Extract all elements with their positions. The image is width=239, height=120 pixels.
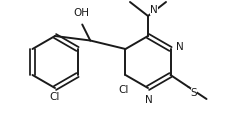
Text: Cl: Cl xyxy=(50,92,60,102)
Text: N: N xyxy=(150,5,158,15)
Text: Cl: Cl xyxy=(118,85,129,95)
Text: N: N xyxy=(175,42,183,52)
Text: OH: OH xyxy=(73,7,89,18)
Text: N: N xyxy=(145,95,153,105)
Text: S: S xyxy=(190,88,197,98)
